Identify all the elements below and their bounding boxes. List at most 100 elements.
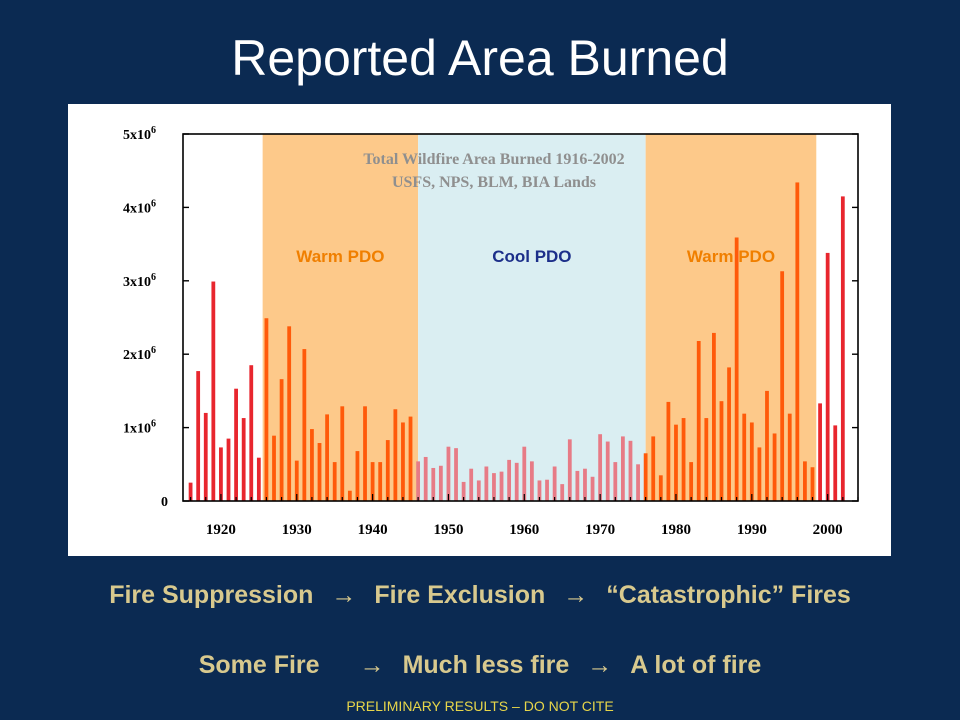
x-tick-label: 2000 (813, 522, 843, 538)
bar (734, 237, 739, 501)
bar (256, 457, 261, 501)
x-tick-label: 1980 (661, 522, 691, 538)
bar (438, 465, 443, 501)
bar (499, 471, 504, 501)
bar (674, 424, 678, 501)
bar (431, 467, 436, 501)
x-tick-label: 1940 (358, 522, 388, 538)
bar (446, 446, 451, 501)
bar (575, 470, 580, 501)
bar (401, 422, 405, 501)
bar (583, 468, 587, 501)
bar (408, 416, 413, 501)
y-tick-label: 0 (161, 495, 168, 510)
bar (681, 418, 686, 501)
bar (234, 388, 238, 501)
bar (636, 464, 640, 501)
right-arrow-icon: → (359, 651, 385, 679)
bar (598, 434, 603, 501)
y-tick-label: 4x106 (123, 198, 156, 216)
bar (317, 443, 322, 501)
bar (370, 462, 375, 501)
bar (840, 196, 845, 501)
bar (507, 459, 512, 501)
flow-1-stage-1: Fire Suppression (109, 581, 314, 609)
bar (279, 379, 284, 501)
bar (749, 422, 754, 501)
bar (249, 365, 254, 501)
bar (226, 438, 231, 501)
bar (514, 462, 519, 501)
bar (704, 418, 709, 501)
bar (545, 479, 549, 501)
chart-panel: 0 1x106 2x106 3x106 4x106 5x106 1920 1930 1940 19… (68, 104, 891, 556)
bar (355, 451, 360, 501)
bar (196, 371, 201, 501)
bar (325, 414, 329, 501)
pdo-band-label: Cool PDO (492, 247, 571, 266)
bar (772, 433, 777, 501)
chart-subtitle: USFS, NPS, BLM, BIA Lands (392, 174, 596, 191)
bar (795, 182, 800, 501)
bar (393, 409, 398, 501)
area-burned-chart: 0 1x106 2x106 3x106 4x106 5x106 1920 1930 1940 19… (123, 125, 859, 538)
bar (476, 480, 481, 501)
bar (765, 390, 769, 501)
bar (416, 461, 421, 501)
bar (742, 413, 747, 501)
bar (620, 436, 625, 501)
bar (696, 340, 701, 501)
bar (385, 440, 390, 501)
bar (757, 447, 762, 501)
bar (363, 406, 367, 501)
bar (423, 456, 428, 501)
x-tick-label: 1990 (737, 522, 767, 538)
pdo-band-labels: Warm PDO Cool PDO Warm PDO (296, 247, 775, 266)
bar (628, 440, 633, 501)
plot-frame (182, 133, 859, 502)
bar (529, 461, 534, 501)
x-tick-label: 1970 (585, 522, 615, 538)
footer-disclaimer: PRELIMINARY RESULTS – DO NOT CITE (346, 698, 614, 714)
bar (825, 252, 830, 501)
bar (613, 462, 618, 501)
bar (833, 425, 838, 501)
bar (666, 401, 671, 501)
bar (552, 466, 557, 501)
bar (643, 453, 648, 501)
bar (522, 446, 527, 501)
flow-1-stage-2: Fire Exclusion (374, 581, 546, 609)
pdo-band-label: Warm PDO (296, 247, 384, 266)
bar (689, 462, 694, 501)
pdo-band (418, 134, 646, 501)
y-tick-label: 2x106 (123, 345, 156, 363)
bar (651, 436, 656, 501)
slide-title: Reported Area Burned (231, 30, 729, 86)
bar (605, 441, 610, 501)
bar (537, 480, 542, 501)
bar (241, 418, 246, 501)
bar (492, 473, 496, 501)
flow-2-stage-2: Much less fire (402, 651, 570, 679)
pdo-band-label: Warm PDO (687, 247, 775, 266)
x-tick-label: 1930 (282, 522, 312, 538)
x-tick-label: 1920 (206, 522, 236, 538)
x-tick-label: 1950 (433, 522, 463, 538)
bar (469, 468, 474, 501)
flow-line-suppression: Fire Suppression → Fire Exclusion → “Catastr… (0, 580, 960, 610)
bar (780, 271, 785, 501)
bar (454, 448, 458, 501)
bar (219, 447, 223, 501)
bar-series (188, 182, 845, 501)
bar (484, 466, 489, 501)
bar (272, 435, 276, 501)
right-arrow-icon: → (331, 581, 357, 609)
bar (712, 332, 716, 501)
y-tick-label: 5x106 (123, 125, 156, 143)
right-arrow-icon: → (587, 651, 613, 679)
chart-axes: 0 1x106 2x106 3x106 4x106 5x106 1920 1930 1940 19… (123, 125, 859, 538)
bar (264, 318, 269, 501)
bar (658, 475, 663, 501)
bar (347, 490, 352, 501)
flow-2-stage-1: Some Fire (198, 651, 320, 679)
